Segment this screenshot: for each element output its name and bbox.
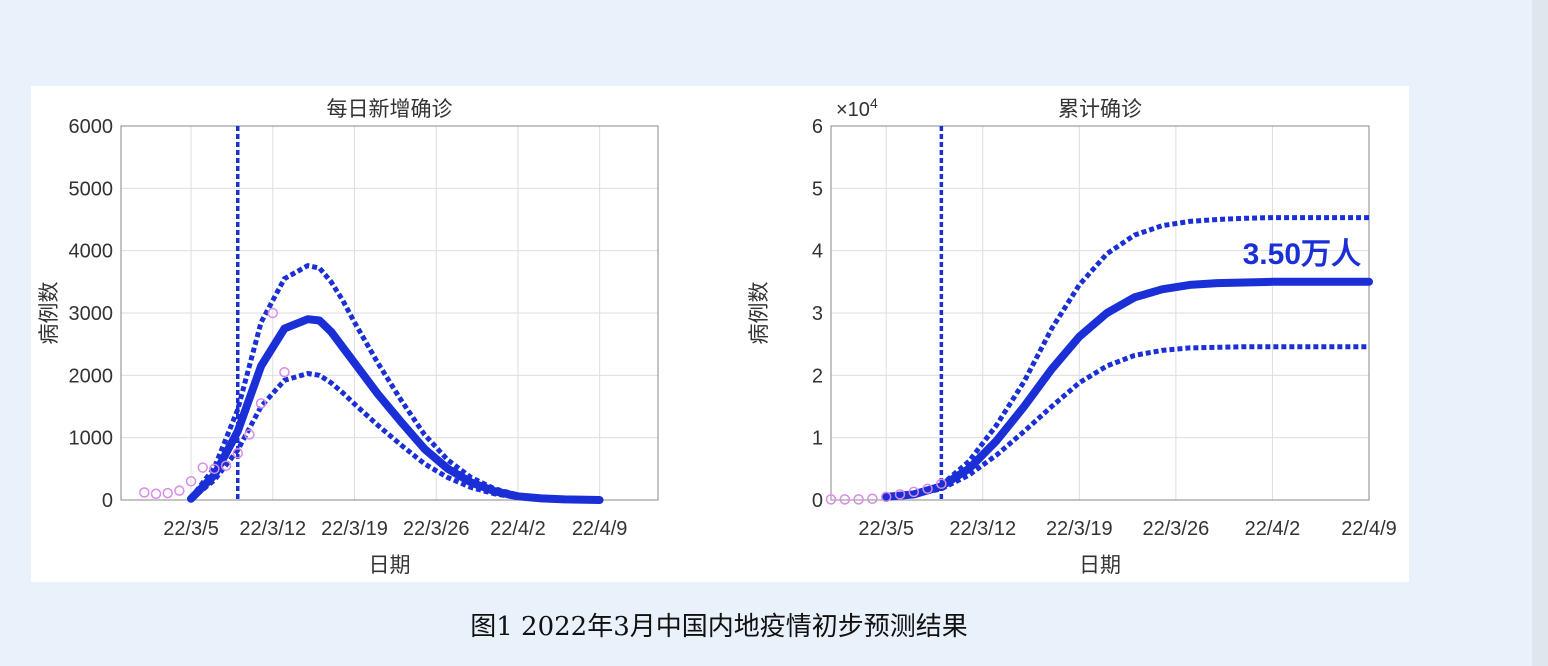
observed-data-point <box>232 448 243 459</box>
observed-data-point <box>220 460 232 471</box>
figure-panel: 0 1000 2000 3000 4000 5000 6000 22/3/5 22/3/12 22… <box>31 86 1409 582</box>
y-tick-label: 3 <box>812 303 823 325</box>
x-tick-label: 22/3/19 <box>1046 518 1113 540</box>
x-tick-label: 22/3/12 <box>239 518 306 540</box>
observed-data-point <box>209 463 220 475</box>
chart-title: 累计确诊 <box>1058 98 1142 121</box>
observed-data-point <box>894 489 906 500</box>
prediction-line <box>187 315 604 504</box>
chart-1: 0 1000 2000 3000 4000 5000 6000 22/3/5 22/3/12 22… <box>38 98 659 577</box>
x-tick-label: 22/4/9 <box>1341 518 1397 540</box>
chart-2: 0 1 2 3 4 5 6 22/3/5 22/3/12 22/3/19 22/3/26 22/4/2… <box>748 95 1397 577</box>
y-axis-label: 病例数 <box>38 282 61 345</box>
observed-data-point <box>839 494 851 505</box>
y-axis-label: 病例数 <box>748 282 771 345</box>
observed-data-point <box>174 485 185 496</box>
confidence-bound-line <box>885 215 1369 500</box>
y-tick-label: 5000 <box>69 178 114 200</box>
x-axis-label: 日期 <box>1079 554 1121 577</box>
x-tick-label: 22/3/5 <box>858 518 914 540</box>
observed-data-point <box>922 483 933 495</box>
observed-data-point <box>244 429 255 440</box>
final-total-annotation: 3.50万人 <box>1243 238 1361 271</box>
observed-data-point <box>139 487 150 498</box>
y-exponent-power: 4 <box>870 95 878 111</box>
y-tick-label: 4000 <box>69 241 114 263</box>
observed-data-point <box>279 366 290 378</box>
x-tick-label: 22/4/2 <box>490 518 546 540</box>
observed-data-point <box>853 494 864 505</box>
y-tick-label: 0 <box>812 490 823 512</box>
observed-data-point <box>162 487 173 499</box>
chart-title: 每日新增确诊 <box>327 98 453 121</box>
scrollbar[interactable] <box>1532 0 1548 666</box>
y-tick-label: 4 <box>812 241 823 263</box>
y-tick-label: 1000 <box>69 428 114 450</box>
x-axis-label: 日期 <box>369 554 411 577</box>
observed-data-point <box>880 491 892 503</box>
y-exponent-label: ×104 <box>836 95 878 121</box>
observed-data-point <box>197 462 208 473</box>
y-tick-label: 0 <box>102 490 113 512</box>
x-tick-label: 22/4/9 <box>572 518 628 540</box>
confidence-bound-line <box>886 344 1369 500</box>
plot-frame <box>830 125 1370 501</box>
y-tick-label: 1 <box>812 428 823 450</box>
x-tick-label: 22/3/5 <box>163 518 219 540</box>
figure-caption: 图1 2022年3月中国内地疫情初步预测结果 <box>470 612 968 642</box>
x-tick-label: 22/3/19 <box>321 518 388 540</box>
observed-data-point <box>267 307 279 319</box>
y-tick-label: 5 <box>812 178 823 200</box>
x-tick-label: 22/4/2 <box>1245 518 1301 540</box>
observed-data-point <box>825 494 837 505</box>
observed-data-point <box>936 478 947 490</box>
y-tick-label: 3000 <box>69 303 114 325</box>
observed-data-point <box>255 398 267 409</box>
observed-data-point <box>867 493 878 505</box>
plot-frame <box>120 125 659 501</box>
y-tick-label: 2000 <box>69 365 114 387</box>
confidence-bound-line <box>189 263 600 503</box>
y-tick-label: 2 <box>812 365 823 387</box>
observed-data-point <box>185 476 197 487</box>
prediction-line <box>882 277 1373 501</box>
observed-data-point <box>908 486 920 498</box>
y-tick-label: 6000 <box>69 116 114 138</box>
x-tick-label: 22/3/26 <box>403 518 470 540</box>
x-tick-label: 22/3/12 <box>949 518 1016 540</box>
observed-data-point <box>150 488 162 500</box>
y-tick-label: 6 <box>812 116 823 138</box>
x-tick-label: 22/3/26 <box>1143 518 1210 540</box>
